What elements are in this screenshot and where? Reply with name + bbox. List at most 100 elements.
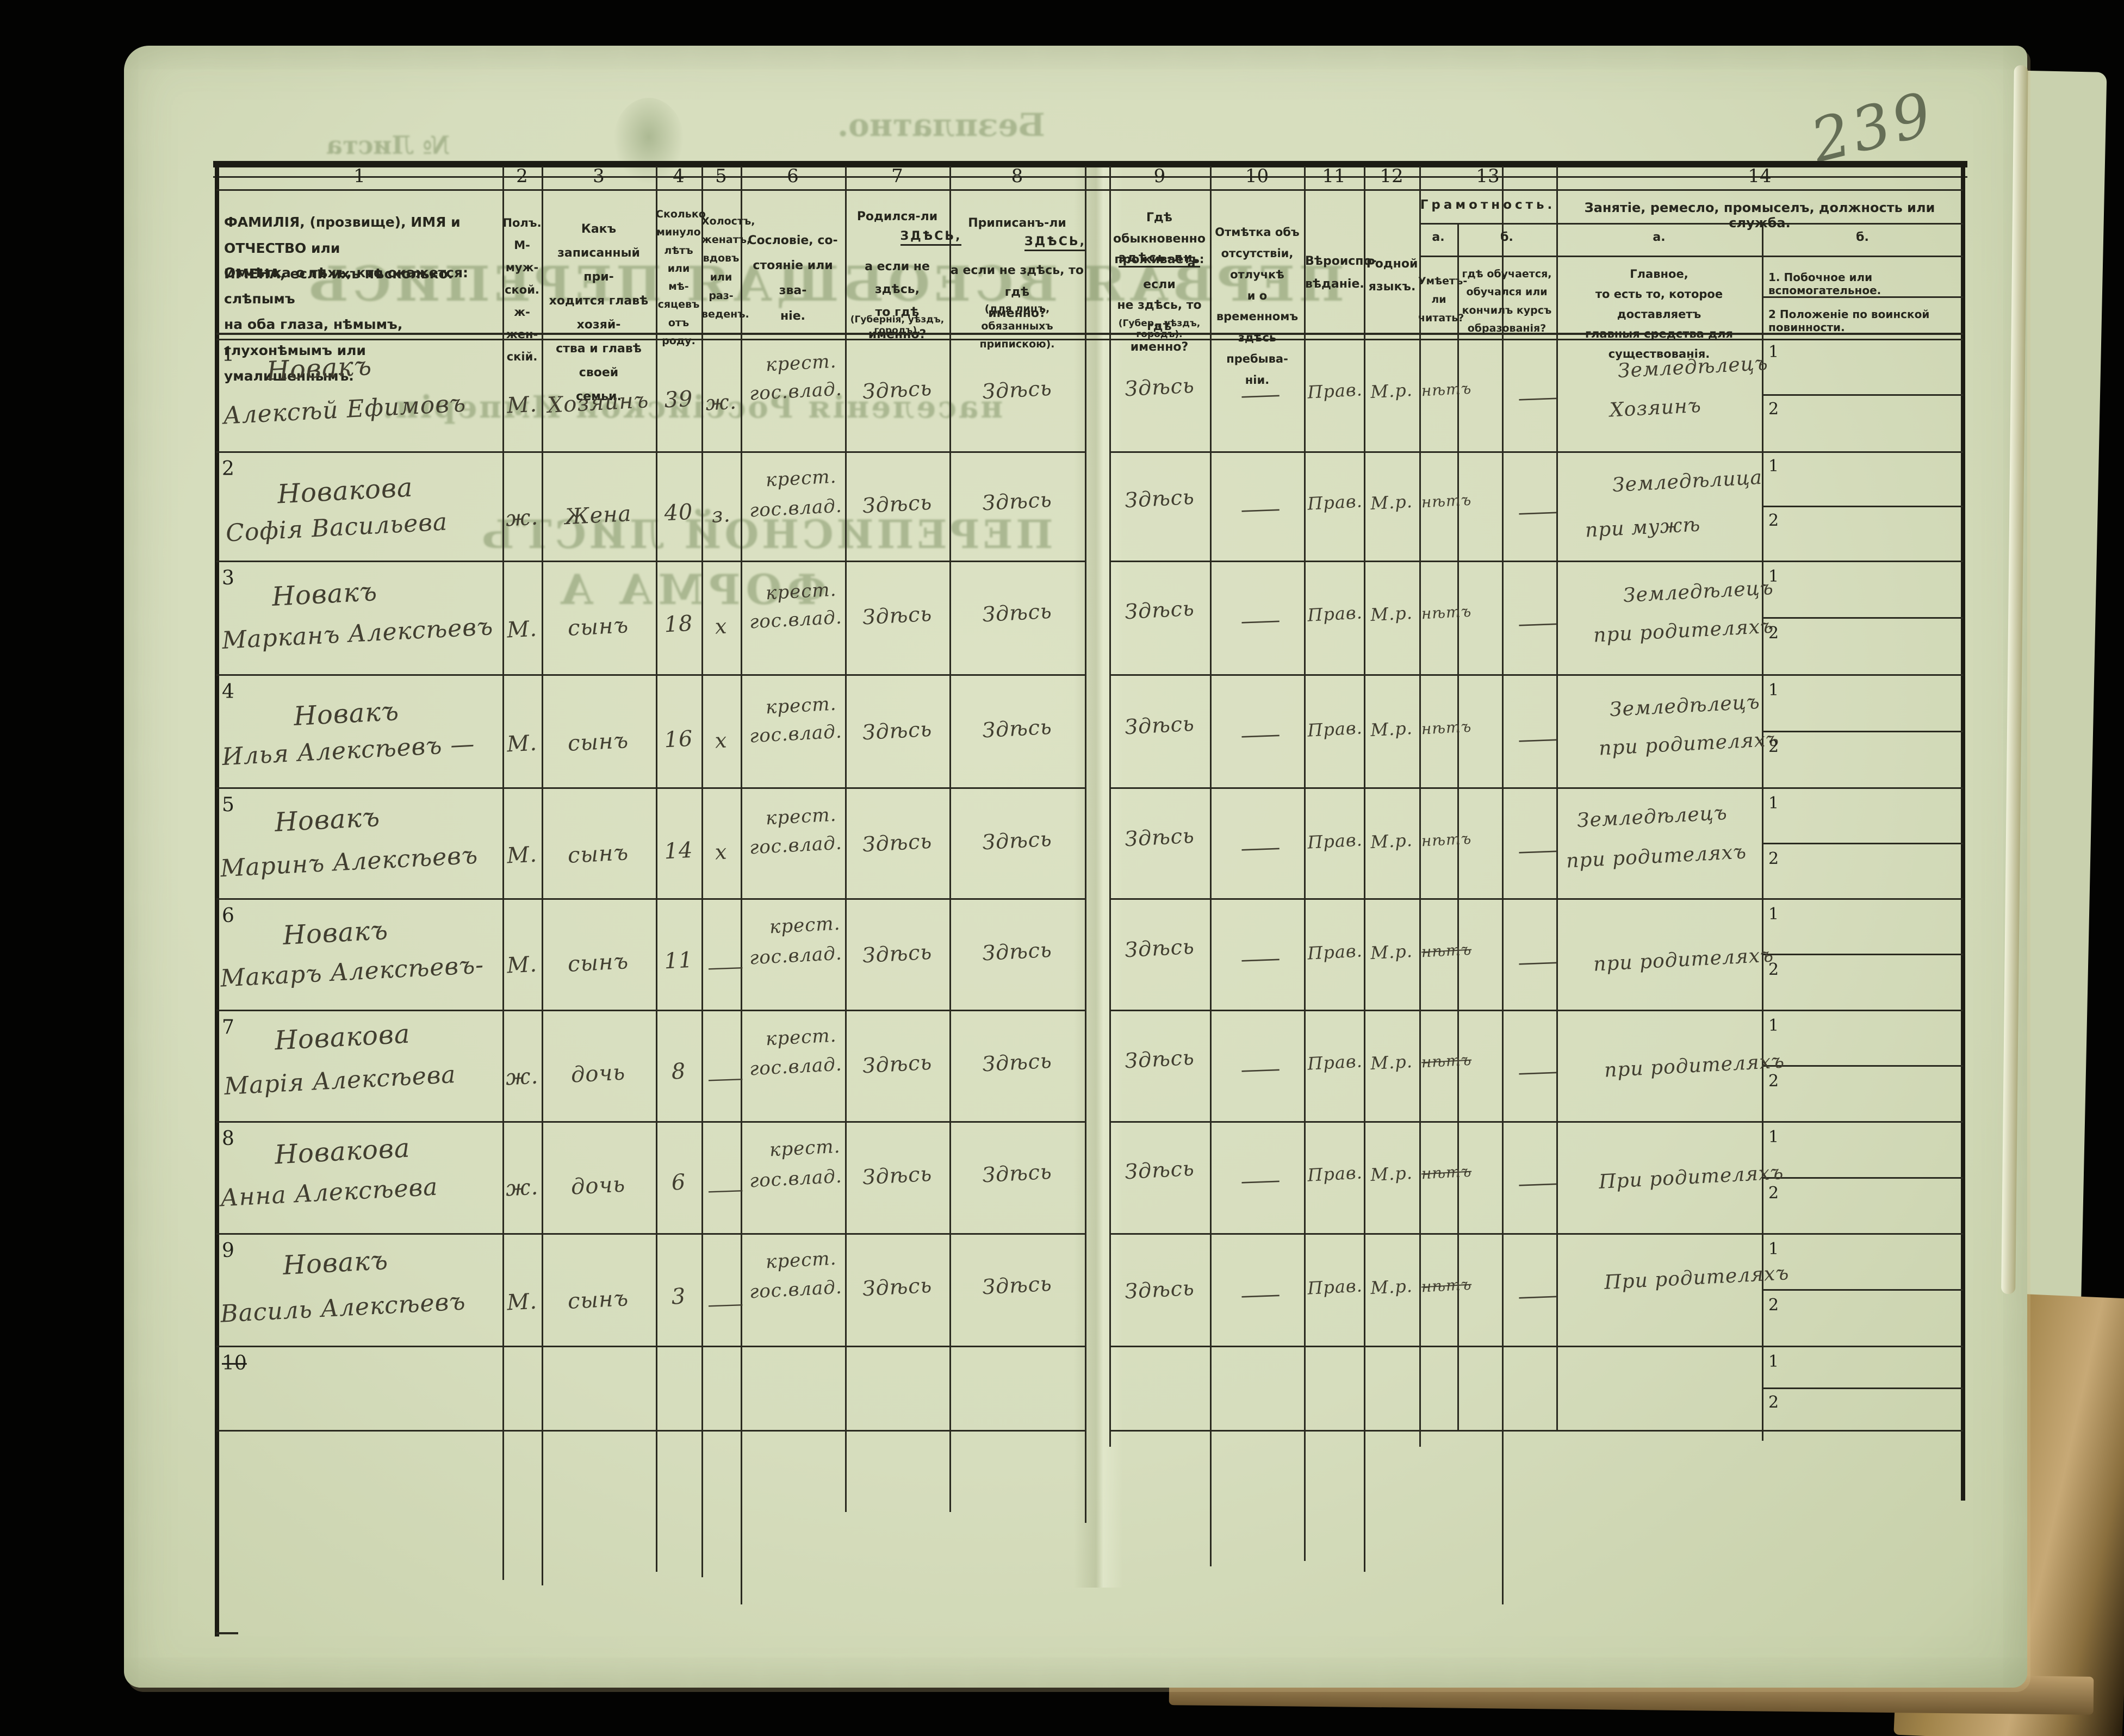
row-number: 3 — [222, 567, 234, 589]
side-occ-sub1: 1 — [1768, 1240, 1779, 1259]
cell-language: М.р. — [1370, 490, 1413, 514]
col-number-3: 3 — [593, 165, 605, 187]
header-resides-rest: а если не здѣсь, то гдѣ именно? — [1117, 257, 1202, 354]
cell-studied: — — [1517, 837, 1560, 864]
cell-language: М.р. — [1370, 1275, 1413, 1299]
grid-line — [949, 166, 951, 1512]
col-number-12: 12 — [1380, 165, 1403, 187]
cell-absence: — — [1239, 835, 1283, 861]
grid-line — [216, 1010, 1085, 1011]
grid-line — [1109, 1121, 1963, 1123]
row-number: 8 — [222, 1128, 234, 1150]
side-occ-sub2: 2 — [1768, 400, 1779, 419]
cell-absence: — — [1239, 496, 1283, 522]
cell-religion: Прав. — [1307, 1275, 1363, 1299]
cell-estate-1: крест. — [765, 804, 837, 830]
header-age: Сколько минуло лѣтъ или мѣ- сяцевъ отъ р… — [656, 208, 706, 347]
grid-line — [216, 1430, 1085, 1432]
cell-reads: нѣтъ — [1421, 940, 1472, 961]
row-number-struck: 10 — [222, 1352, 247, 1374]
cell-estate-1: крест. — [765, 350, 837, 376]
cell-absence: — — [1239, 721, 1283, 748]
header-occupation-b2: 2 Положеніе по воинской повинности. — [1768, 308, 1930, 334]
grid-line — [542, 166, 543, 1585]
col-number-11: 11 — [1322, 165, 1346, 187]
grid-line — [1109, 1010, 1963, 1011]
cell-reads: нѣтъ — [1421, 1050, 1472, 1072]
cell-absence: — — [1239, 945, 1283, 972]
grid-line — [845, 166, 847, 1512]
grid-line — [1762, 223, 1763, 1441]
cell-language: М.р. — [1370, 717, 1413, 741]
cell-reads: нѣтъ — [1421, 602, 1472, 623]
cell-sex: М. — [506, 842, 538, 869]
cell-studied: — — [1517, 384, 1560, 411]
cell-estate-1: крест. — [769, 912, 841, 938]
side-occ-sub2: 2 — [1768, 1296, 1779, 1315]
cell-marital: — — [706, 1178, 746, 1202]
cell-reads: нѣтъ — [1421, 1275, 1472, 1296]
header-estate: Сословіе, со- стояніе или зва- ніе. — [748, 234, 838, 323]
cell-religion: Прав. — [1307, 602, 1363, 626]
cell-religion: Прав. — [1307, 940, 1363, 964]
cell-age: 8 — [670, 1059, 687, 1085]
cell-reads: нѣтъ — [1421, 1162, 1472, 1183]
col-number-13: 13 — [1476, 165, 1500, 187]
cell-age: 16 — [663, 726, 694, 753]
side-occ-sub2: 2 — [1768, 849, 1779, 868]
cell-studied: — — [1517, 1283, 1560, 1309]
grid-line — [1109, 1233, 1963, 1235]
cell-studied: — — [1517, 610, 1560, 637]
col-number-2: 2 — [516, 165, 528, 187]
grid-line — [1762, 1289, 1963, 1291]
grid-line — [213, 161, 1967, 167]
grid-line — [216, 1346, 1085, 1347]
grid-line — [1762, 1387, 1963, 1389]
cell-studied: — — [1517, 1170, 1560, 1197]
side-occ-sub1: 1 — [1768, 343, 1779, 362]
header-name-line2: Отмѣтка о тѣхъ, кто окажется: слѣпымъ на… — [224, 265, 469, 384]
grid-line — [1304, 166, 1306, 1561]
header-literacy-title: Грамотность. — [1420, 198, 1556, 212]
col-number-1: 1 — [353, 165, 365, 187]
grid-line — [656, 166, 657, 1572]
side-occ-sub1: 1 — [1768, 905, 1779, 924]
cell-sex: ж. — [505, 1063, 539, 1091]
header-literacy-a-label: a. — [1432, 231, 1445, 244]
grid-line — [1502, 166, 1504, 1604]
grid-line — [216, 898, 1085, 900]
cell-absence: — — [1239, 1281, 1283, 1308]
header-resides-word: здѣсь-ли, — [1119, 251, 1200, 267]
grid-line — [701, 166, 703, 1577]
header-registered-word: ЗДѢСЬ, — [1024, 235, 1086, 251]
side-occ-sub2: 2 — [1768, 1184, 1779, 1203]
side-occ-sub2: 2 — [1768, 1393, 1779, 1412]
header-born-word: ЗДѢСЬ, — [900, 229, 962, 246]
grid-line — [216, 333, 1963, 335]
cell-surname: Новакъ — [265, 350, 373, 387]
grid-line — [1762, 843, 1963, 844]
cell-marital: — — [706, 955, 746, 979]
row-number: 1 — [222, 344, 234, 366]
cell-language: М.р. — [1370, 940, 1413, 964]
cell-age: 3 — [670, 1284, 687, 1310]
col-number-4: 4 — [673, 165, 685, 187]
header-literacy-b-label: б. — [1500, 231, 1513, 244]
header-registered-note: (для лицъ, обязанныхъ припискою). — [979, 303, 1055, 350]
cell-language: М.р. — [1370, 1162, 1413, 1186]
grid-line — [1762, 1177, 1963, 1179]
grid-line — [1109, 787, 1963, 789]
cell-absence: — — [1239, 382, 1283, 408]
grid-line — [1762, 394, 1963, 396]
cell-sex: М. — [506, 951, 538, 979]
cell-sex: М. — [506, 391, 538, 419]
header-occupation-title: Занятіе, ремесло, промыселъ, должность и… — [1584, 200, 1935, 231]
grid-line — [1762, 296, 1963, 298]
cell-marital: х — [714, 839, 728, 864]
cell-language: М.р. — [1370, 379, 1413, 403]
grid-line — [1762, 731, 1963, 732]
cell-language: М.р. — [1370, 829, 1413, 853]
row-number: 4 — [222, 681, 234, 703]
bleedthrough-sheet-no: № Листа — [326, 130, 450, 160]
header-occupation-a: Главное, то есть то, которое доставляетъ… — [1585, 267, 1733, 360]
